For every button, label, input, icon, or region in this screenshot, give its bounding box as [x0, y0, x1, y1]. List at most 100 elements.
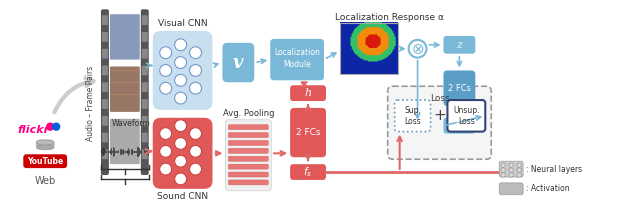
FancyBboxPatch shape — [228, 164, 268, 169]
Circle shape — [160, 64, 172, 76]
Bar — [340, 23, 397, 74]
Text: v: v — [233, 54, 244, 71]
Text: 2 FCs: 2 FCs — [448, 84, 471, 93]
FancyBboxPatch shape — [499, 161, 523, 177]
Text: YouTube: YouTube — [27, 157, 63, 166]
FancyBboxPatch shape — [141, 9, 148, 175]
FancyBboxPatch shape — [142, 149, 148, 159]
Text: z: z — [456, 40, 462, 50]
Circle shape — [501, 168, 506, 172]
FancyBboxPatch shape — [395, 100, 431, 132]
FancyBboxPatch shape — [142, 32, 148, 42]
Circle shape — [175, 138, 187, 149]
FancyBboxPatch shape — [110, 14, 140, 60]
Text: 2 FCs: 2 FCs — [296, 128, 320, 137]
FancyBboxPatch shape — [142, 49, 148, 59]
FancyBboxPatch shape — [102, 66, 108, 75]
Circle shape — [160, 128, 172, 139]
FancyBboxPatch shape — [444, 118, 476, 133]
Circle shape — [189, 64, 202, 76]
FancyBboxPatch shape — [290, 85, 326, 101]
FancyBboxPatch shape — [142, 15, 148, 25]
FancyBboxPatch shape — [290, 164, 326, 180]
Circle shape — [501, 173, 506, 177]
FancyBboxPatch shape — [228, 133, 268, 138]
Circle shape — [501, 163, 506, 167]
Text: $f_s$: $f_s$ — [303, 165, 313, 179]
Circle shape — [47, 123, 54, 130]
FancyBboxPatch shape — [101, 9, 148, 175]
Circle shape — [175, 92, 187, 104]
FancyBboxPatch shape — [23, 154, 67, 168]
Circle shape — [175, 39, 187, 51]
Circle shape — [160, 47, 172, 59]
Ellipse shape — [36, 140, 54, 145]
FancyBboxPatch shape — [228, 125, 268, 130]
FancyBboxPatch shape — [228, 140, 268, 145]
Circle shape — [189, 145, 202, 157]
Circle shape — [175, 57, 187, 68]
Text: Sound CNN: Sound CNN — [157, 192, 208, 201]
Circle shape — [175, 155, 187, 167]
Ellipse shape — [36, 142, 54, 147]
Text: +: + — [433, 108, 446, 123]
Text: Visual CNN: Visual CNN — [158, 19, 207, 28]
Text: Waveform: Waveform — [111, 119, 150, 128]
FancyBboxPatch shape — [102, 133, 108, 143]
Text: Audio – Frame Pairs: Audio – Frame Pairs — [86, 65, 95, 141]
Circle shape — [517, 163, 522, 167]
Circle shape — [175, 74, 187, 86]
FancyBboxPatch shape — [102, 49, 108, 59]
Circle shape — [160, 163, 172, 175]
FancyBboxPatch shape — [102, 99, 108, 109]
Circle shape — [517, 173, 522, 177]
Text: Localization: Localization — [274, 48, 320, 57]
FancyBboxPatch shape — [102, 149, 108, 159]
Text: Web: Web — [35, 176, 56, 186]
Text: h: h — [305, 88, 312, 98]
Circle shape — [160, 145, 172, 157]
Circle shape — [52, 123, 60, 130]
Text: ⊗: ⊗ — [411, 42, 424, 57]
Circle shape — [408, 40, 426, 58]
Circle shape — [160, 82, 172, 94]
FancyBboxPatch shape — [142, 116, 148, 126]
Text: Avg. Pooling: Avg. Pooling — [223, 109, 274, 118]
Circle shape — [509, 173, 513, 177]
FancyBboxPatch shape — [142, 82, 148, 92]
FancyBboxPatch shape — [142, 66, 148, 75]
FancyBboxPatch shape — [142, 133, 148, 143]
FancyBboxPatch shape — [153, 31, 212, 110]
FancyBboxPatch shape — [225, 120, 271, 191]
FancyBboxPatch shape — [142, 99, 148, 109]
Ellipse shape — [36, 145, 54, 150]
FancyBboxPatch shape — [110, 119, 140, 164]
FancyBboxPatch shape — [153, 118, 212, 189]
FancyBboxPatch shape — [228, 156, 268, 161]
FancyBboxPatch shape — [388, 86, 492, 159]
Text: Localization Response α: Localization Response α — [335, 13, 444, 22]
Text: Loss: Loss — [429, 94, 449, 103]
Text: : Neural layers: : Neural layers — [526, 165, 582, 174]
Circle shape — [509, 163, 513, 167]
FancyBboxPatch shape — [228, 172, 268, 177]
Circle shape — [189, 128, 202, 139]
Text: Module: Module — [283, 60, 311, 69]
Text: $f_v$: $f_v$ — [454, 119, 465, 133]
FancyBboxPatch shape — [102, 116, 108, 126]
Text: : Activation: : Activation — [526, 184, 570, 193]
FancyBboxPatch shape — [228, 148, 268, 153]
FancyBboxPatch shape — [444, 36, 476, 54]
Text: Sup.
Loss: Sup. Loss — [404, 106, 421, 126]
Circle shape — [517, 168, 522, 172]
FancyBboxPatch shape — [499, 183, 523, 195]
Text: flickr: flickr — [17, 125, 49, 135]
FancyBboxPatch shape — [102, 15, 108, 25]
FancyBboxPatch shape — [36, 139, 54, 147]
FancyBboxPatch shape — [102, 32, 108, 42]
FancyBboxPatch shape — [270, 39, 324, 80]
Circle shape — [175, 120, 187, 132]
FancyBboxPatch shape — [444, 70, 476, 106]
Text: Unsup.
Loss: Unsup. Loss — [453, 106, 479, 126]
FancyBboxPatch shape — [223, 43, 254, 82]
